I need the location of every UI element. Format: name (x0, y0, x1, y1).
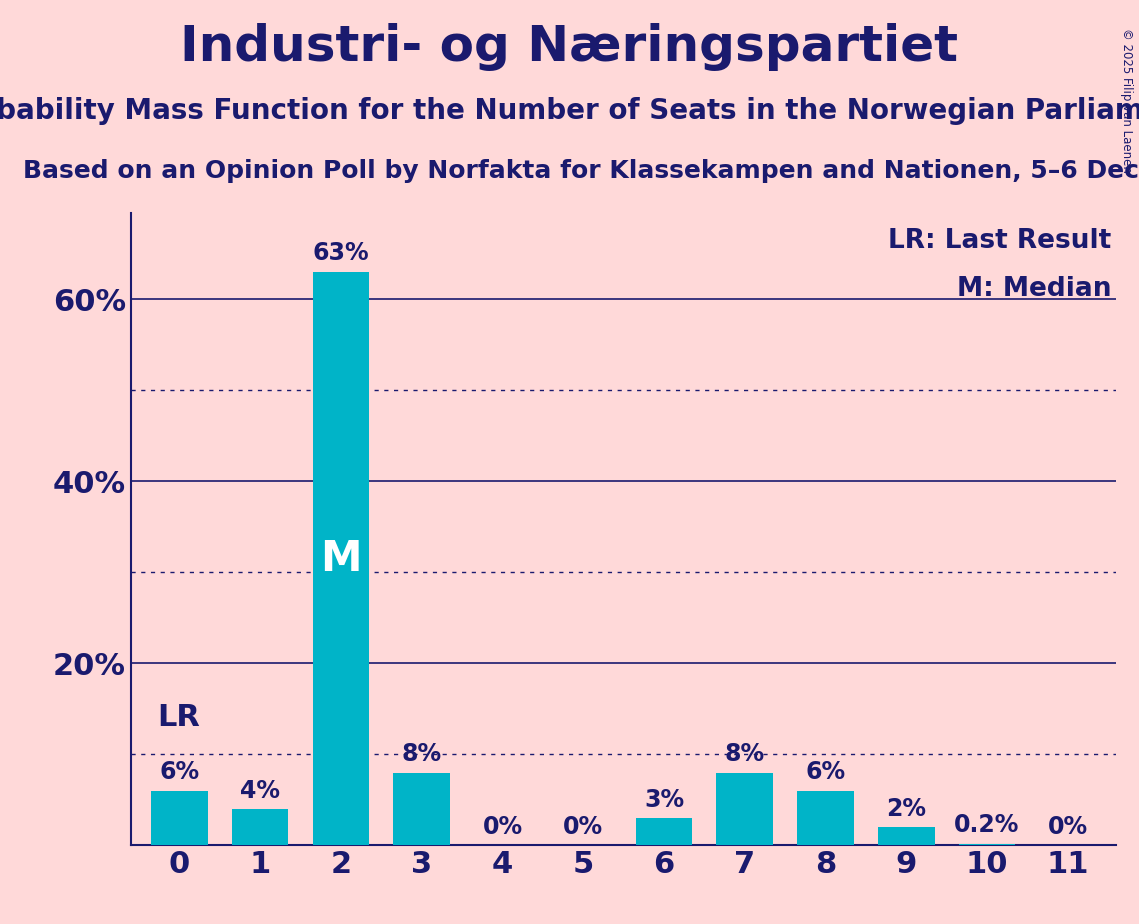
Text: 0%: 0% (563, 815, 604, 839)
Text: 8%: 8% (724, 742, 764, 766)
Bar (959, 844, 1015, 845)
Text: 3%: 3% (644, 788, 685, 812)
Bar (878, 827, 934, 845)
Bar (636, 818, 693, 845)
Text: 4%: 4% (240, 779, 280, 803)
Text: 8%: 8% (402, 742, 442, 766)
Text: Probability Mass Function for the Number of Seats in the Norwegian Parliament: Probability Mass Function for the Number… (0, 97, 1139, 125)
Text: Industri- og Næringspartiet: Industri- og Næringspartiet (180, 23, 959, 71)
Text: M: M (320, 538, 362, 579)
Bar (716, 772, 773, 845)
Text: M: Median: M: Median (957, 275, 1112, 302)
Bar (797, 791, 854, 845)
Text: LR: LR (157, 702, 199, 732)
Text: 0%: 0% (1048, 815, 1088, 839)
Text: 2%: 2% (886, 796, 926, 821)
Text: 0.2%: 0.2% (954, 813, 1019, 837)
Text: 6%: 6% (805, 760, 845, 784)
Text: 63%: 63% (312, 241, 369, 265)
Bar (393, 772, 450, 845)
Text: 0%: 0% (483, 815, 523, 839)
Bar (151, 791, 207, 845)
Text: 6%: 6% (159, 760, 199, 784)
Text: LR: Last Result: LR: Last Result (888, 228, 1112, 254)
Bar (232, 809, 288, 845)
Text: Based on an Opinion Poll by Norfakta for Klassekampen and Nationen, 5–6 December: Based on an Opinion Poll by Norfakta for… (23, 159, 1139, 183)
Bar (313, 272, 369, 845)
Text: © 2025 Filip van Laenen: © 2025 Filip van Laenen (1121, 28, 1133, 173)
